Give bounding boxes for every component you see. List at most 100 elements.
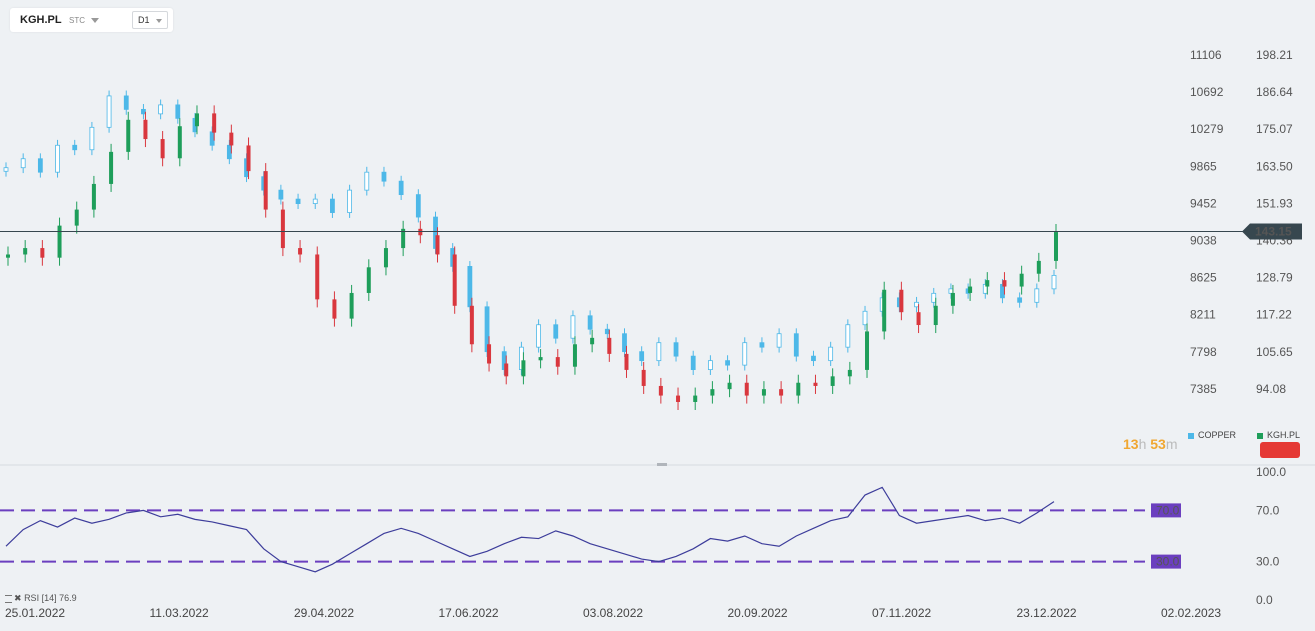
copper-candle <box>55 144 60 173</box>
legend-copper-swatch <box>1188 432 1194 439</box>
left-axis-tick: 9452 <box>1190 196 1217 210</box>
timeframe-select[interactable]: D1 <box>132 11 168 29</box>
legend-copper-label: COPPER <box>1198 430 1237 440</box>
copper-candle <box>536 324 541 348</box>
copper-candle <box>20 158 26 169</box>
left-axis-tick: 10692 <box>1190 85 1224 99</box>
rsi-line <box>5 486 1055 573</box>
x-axis-date-label: 29.04.2022 <box>294 606 354 620</box>
rsi-axis-tick: 0.0 <box>1256 593 1273 607</box>
kgh-candle <box>555 357 560 367</box>
kgh-candle <box>693 395 698 402</box>
kgh-candle <box>332 299 337 319</box>
copper-candle <box>72 144 78 151</box>
copper-candle <box>3 167 9 172</box>
mode-label[interactable]: STC <box>69 16 85 25</box>
rsi-level-badge <box>1151 503 1181 518</box>
kgh-candle <box>865 331 870 370</box>
kgh-candle <box>933 305 938 326</box>
kgh-candle <box>899 289 904 313</box>
kgh-candle <box>23 248 28 255</box>
settings-icon[interactable] <box>5 594 12 603</box>
chevron-down-icon <box>156 19 162 23</box>
legend-copper[interactable]: COPPER <box>1188 430 1236 440</box>
rsi-level-badge <box>1151 554 1181 569</box>
symbol-label[interactable]: KGH.PL <box>20 14 62 26</box>
kgh-candle <box>676 395 681 402</box>
copper-candle <box>467 266 473 308</box>
kgh-candle <box>383 248 388 268</box>
legend-kgh-label: KGH.PL <box>1267 430 1301 440</box>
kgh-candle <box>177 126 182 159</box>
candle-countdown: 13h 53m <box>1123 436 1178 452</box>
kgh-candle <box>968 286 973 293</box>
x-axis-date-label: 20.09.2022 <box>728 606 788 620</box>
x-axis-date-label: 03.08.2022 <box>583 606 643 620</box>
pane-resize-handle <box>657 463 667 466</box>
copper-candle <box>553 324 559 339</box>
kgh-candle <box>349 292 354 319</box>
copper-candle <box>862 310 868 326</box>
copper-candle <box>639 351 645 362</box>
right-axis-tick: 94.08 <box>1256 382 1286 396</box>
kgh-candle <box>401 228 406 249</box>
kgh-candle <box>91 183 96 210</box>
kgh-candle <box>126 119 131 152</box>
kgh-candle <box>246 145 251 172</box>
kgh-candle <box>315 254 320 300</box>
rsi-value: 76.9 <box>59 593 77 603</box>
x-axis-date-label: 07.11.2022 <box>872 606 931 620</box>
kgh-candle <box>847 369 852 377</box>
copper-candle <box>1051 274 1057 290</box>
kgh-candle <box>280 209 285 249</box>
rsi-indicator-label[interactable]: ✖ RSI [14] 76.9 <box>5 593 77 604</box>
kgh-candle <box>452 254 457 306</box>
copper-candle <box>793 333 799 357</box>
rsi-level-label: 30.0 <box>1156 555 1180 569</box>
kgh-candle <box>882 289 887 332</box>
mode-dropdown-icon[interactable] <box>91 18 99 23</box>
kgh-candle <box>1019 273 1024 287</box>
kgh-candle <box>710 389 715 396</box>
copper-candle <box>948 288 954 294</box>
copper-candle <box>1017 297 1023 303</box>
copper-candle <box>330 198 335 213</box>
kgh-candle <box>143 119 148 140</box>
kgh-candle <box>1036 260 1041 274</box>
copper-candle <box>175 104 181 119</box>
kgh-candle <box>366 267 371 293</box>
right-axis-tick: 186.64 <box>1256 85 1293 99</box>
countdown-hours-unit: h <box>1138 436 1147 452</box>
copper-candle <box>707 360 713 371</box>
countdown-hours: 13 <box>1123 436 1139 452</box>
kgh-candle <box>521 360 526 377</box>
copper-candle <box>278 189 284 200</box>
kgh-candle <box>109 151 114 184</box>
kgh-candle <box>1054 232 1058 261</box>
copper-candle <box>759 342 765 348</box>
left-axis-tick: 8211 <box>1190 308 1216 322</box>
last-price-tag <box>1242 223 1302 240</box>
right-axis-tick: 117.22 <box>1256 308 1292 322</box>
copper-candle <box>570 315 576 339</box>
alert-badge[interactable] <box>1260 442 1300 458</box>
left-axis-tick: 11106 <box>1190 48 1222 62</box>
kgh-candle <box>538 357 543 361</box>
kgh-candle <box>916 312 921 326</box>
kgh-candle <box>779 389 784 396</box>
left-axis-tick: 9865 <box>1190 159 1217 173</box>
kgh-candle <box>6 254 10 258</box>
countdown-minutes-unit: m <box>1165 436 1178 452</box>
kgh-candle <box>590 337 595 345</box>
copper-candle <box>347 189 353 213</box>
copper-candle <box>690 355 696 371</box>
copper-candle <box>295 198 301 204</box>
kgh-candle <box>985 280 990 287</box>
close-icon[interactable]: ✖ <box>14 593 22 603</box>
rsi-level-label: 70.0 <box>1156 503 1180 517</box>
right-axis-tick: 198.21 <box>1256 48 1293 62</box>
kgh-candle <box>950 292 955 306</box>
kgh-candle <box>727 382 732 390</box>
legend-kgh[interactable]: KGH.PL <box>1257 430 1300 440</box>
